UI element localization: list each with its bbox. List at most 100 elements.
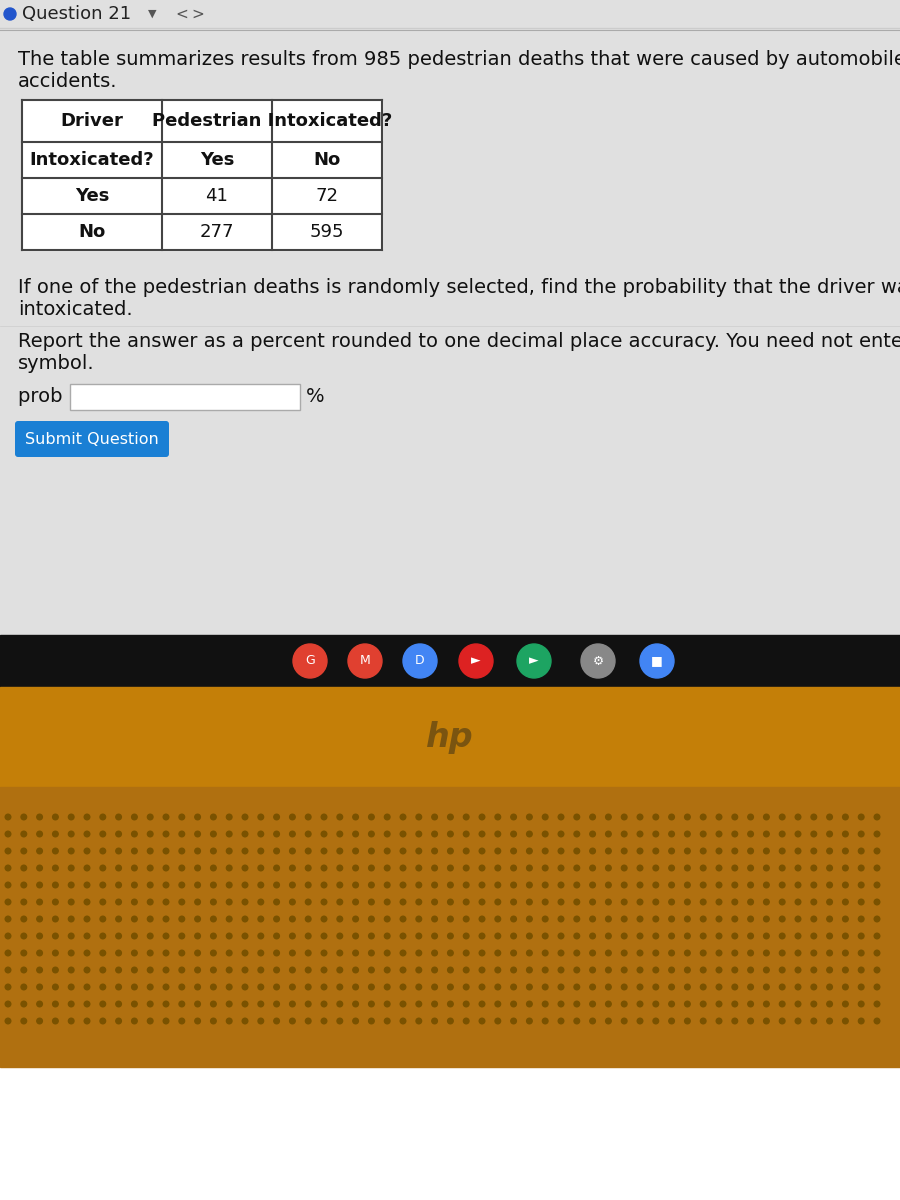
Circle shape: [321, 950, 327, 955]
Circle shape: [716, 950, 722, 955]
Circle shape: [274, 814, 279, 820]
Circle shape: [637, 950, 643, 955]
Circle shape: [685, 832, 690, 836]
Bar: [0, 787, 900, 1067]
Circle shape: [716, 917, 722, 922]
Circle shape: [526, 1018, 532, 1024]
Circle shape: [148, 967, 153, 973]
Circle shape: [52, 899, 58, 905]
Circle shape: [859, 917, 864, 922]
Text: Submit Question: Submit Question: [25, 432, 159, 446]
Circle shape: [763, 984, 769, 990]
Circle shape: [353, 934, 358, 938]
Circle shape: [416, 984, 421, 990]
Circle shape: [574, 814, 580, 820]
Circle shape: [874, 984, 880, 990]
Circle shape: [227, 984, 232, 990]
Circle shape: [369, 882, 374, 888]
Text: Intoxicated?: Intoxicated?: [30, 151, 154, 169]
Circle shape: [274, 848, 279, 854]
Circle shape: [732, 917, 738, 922]
Circle shape: [653, 848, 659, 854]
Circle shape: [748, 934, 753, 938]
Circle shape: [590, 832, 596, 836]
Text: ►: ►: [529, 654, 539, 667]
Circle shape: [131, 984, 137, 990]
Circle shape: [748, 984, 753, 990]
Circle shape: [779, 899, 785, 905]
Circle shape: [400, 882, 406, 888]
Circle shape: [653, 899, 659, 905]
Bar: [0, 0, 900, 635]
Circle shape: [606, 1001, 611, 1007]
Circle shape: [52, 950, 58, 955]
Circle shape: [590, 848, 596, 854]
Circle shape: [179, 917, 184, 922]
Circle shape: [669, 832, 674, 836]
Circle shape: [827, 832, 832, 836]
Circle shape: [52, 967, 58, 973]
Circle shape: [574, 984, 580, 990]
Circle shape: [685, 950, 690, 955]
Circle shape: [574, 950, 580, 955]
Circle shape: [796, 814, 801, 820]
Circle shape: [621, 848, 627, 854]
Circle shape: [669, 814, 674, 820]
Circle shape: [305, 848, 311, 854]
Circle shape: [116, 814, 122, 820]
Circle shape: [52, 882, 58, 888]
Circle shape: [163, 832, 169, 836]
Text: Question 21: Question 21: [22, 5, 131, 23]
Circle shape: [700, 984, 706, 990]
Circle shape: [779, 984, 785, 990]
Circle shape: [874, 917, 880, 922]
Circle shape: [21, 832, 27, 836]
Circle shape: [163, 984, 169, 990]
Circle shape: [447, 848, 454, 854]
Circle shape: [290, 967, 295, 973]
Circle shape: [21, 1018, 27, 1024]
Circle shape: [748, 848, 753, 854]
Circle shape: [796, 967, 801, 973]
Circle shape: [827, 1018, 832, 1024]
Circle shape: [416, 814, 421, 820]
Circle shape: [148, 832, 153, 836]
Circle shape: [5, 950, 11, 955]
Circle shape: [748, 814, 753, 820]
Circle shape: [669, 848, 674, 854]
Circle shape: [511, 984, 517, 990]
Circle shape: [353, 950, 358, 955]
Circle shape: [68, 899, 74, 905]
Circle shape: [606, 967, 611, 973]
Circle shape: [400, 934, 406, 938]
Circle shape: [258, 1018, 264, 1024]
Circle shape: [131, 882, 137, 888]
Circle shape: [100, 934, 105, 938]
Circle shape: [5, 1001, 11, 1007]
Circle shape: [716, 899, 722, 905]
Circle shape: [859, 814, 864, 820]
Circle shape: [621, 832, 627, 836]
Circle shape: [400, 1018, 406, 1024]
Circle shape: [37, 917, 42, 922]
Text: Yes: Yes: [200, 151, 234, 169]
Circle shape: [637, 814, 643, 820]
Circle shape: [464, 832, 469, 836]
Circle shape: [464, 1001, 469, 1007]
Circle shape: [211, 865, 216, 871]
Circle shape: [526, 984, 532, 990]
Circle shape: [495, 865, 500, 871]
Circle shape: [590, 934, 596, 938]
Circle shape: [37, 967, 42, 973]
Circle shape: [637, 984, 643, 990]
Circle shape: [700, 917, 706, 922]
Circle shape: [842, 899, 848, 905]
Circle shape: [116, 917, 122, 922]
Circle shape: [558, 917, 563, 922]
Circle shape: [859, 950, 864, 955]
Circle shape: [258, 899, 264, 905]
Circle shape: [37, 814, 42, 820]
Circle shape: [305, 865, 311, 871]
Circle shape: [763, 848, 769, 854]
Circle shape: [274, 917, 279, 922]
